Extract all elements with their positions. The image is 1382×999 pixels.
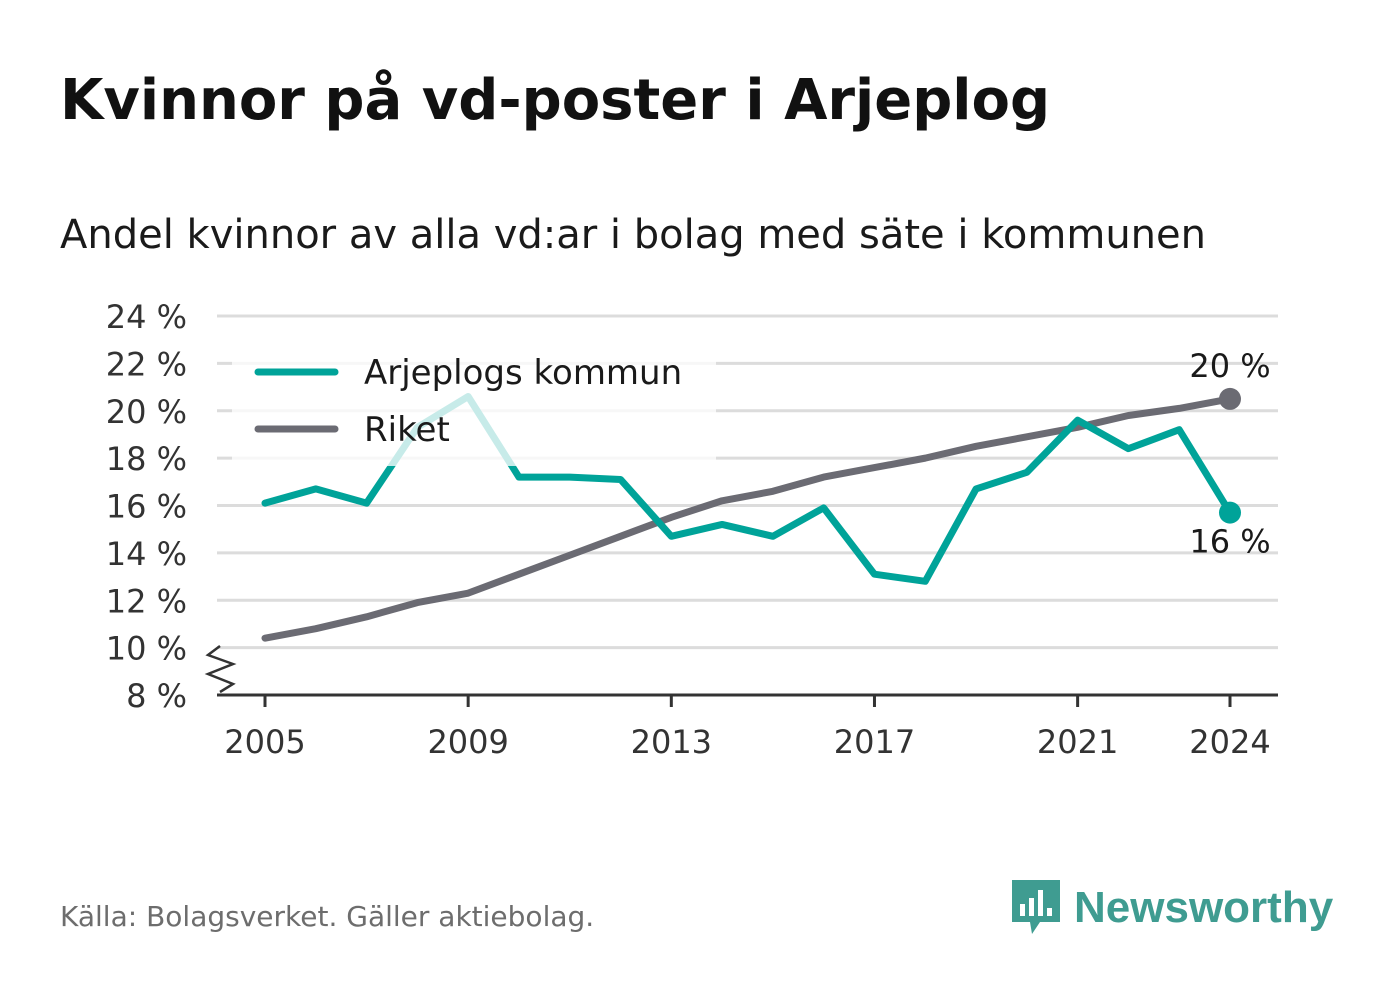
- y-tick-label: 22 %: [106, 345, 187, 383]
- end-label-arjeplog: 16 %: [1189, 523, 1270, 561]
- y-tick-label: 18 %: [106, 440, 187, 478]
- y-tick-label: 14 %: [106, 535, 187, 573]
- legend-label: Riket: [364, 410, 450, 450]
- y-tick-label: 24 %: [106, 298, 187, 336]
- y-tick-label: 10 %: [106, 630, 187, 668]
- legend-label: Arjeplogs kommun: [364, 353, 682, 393]
- x-tick-label: 2017: [834, 723, 915, 761]
- x-tick-label: 2009: [427, 723, 508, 761]
- source-note: Källa: Bolagsverket. Gäller aktiebolag.: [60, 900, 595, 933]
- brand-name: Newsworthy: [1074, 883, 1334, 932]
- x-tick-label: 2005: [224, 723, 305, 761]
- newsworthy-logo: Newsworthy: [1010, 878, 1333, 938]
- legend: Arjeplogs kommun Riket: [232, 338, 716, 466]
- end-point-riket: [1219, 387, 1241, 410]
- chart-subtitle: Andel kvinnor av alla vd:ar i bolag med …: [60, 212, 1206, 258]
- y-tick-label: 20 %: [106, 393, 187, 431]
- axis-break-icon: [204, 645, 237, 694]
- x-tick-label: 2024: [1189, 723, 1270, 761]
- chart-title: Kvinnor på vd-poster i Arjeplog: [60, 68, 1051, 133]
- x-tick-label: 2013: [631, 723, 712, 761]
- y-tick-label: 12 %: [106, 582, 187, 620]
- end-label-riket: 20 %: [1189, 347, 1270, 385]
- y-tick-label: 8 %: [126, 677, 187, 715]
- y-tick-label: 16 %: [106, 488, 187, 526]
- x-tick-label: 2021: [1037, 723, 1118, 761]
- legend-background: [232, 338, 716, 466]
- axes: 8 % 10 % 12 % 14 % 16 % 18 % 20 % 22 % 24 % 2005 2…: [106, 298, 1278, 761]
- end-point-arjeplog: [1219, 501, 1241, 524]
- newsworthy-logo-icon: [1012, 880, 1060, 934]
- end-labels: 16 % 20 %: [1189, 347, 1270, 561]
